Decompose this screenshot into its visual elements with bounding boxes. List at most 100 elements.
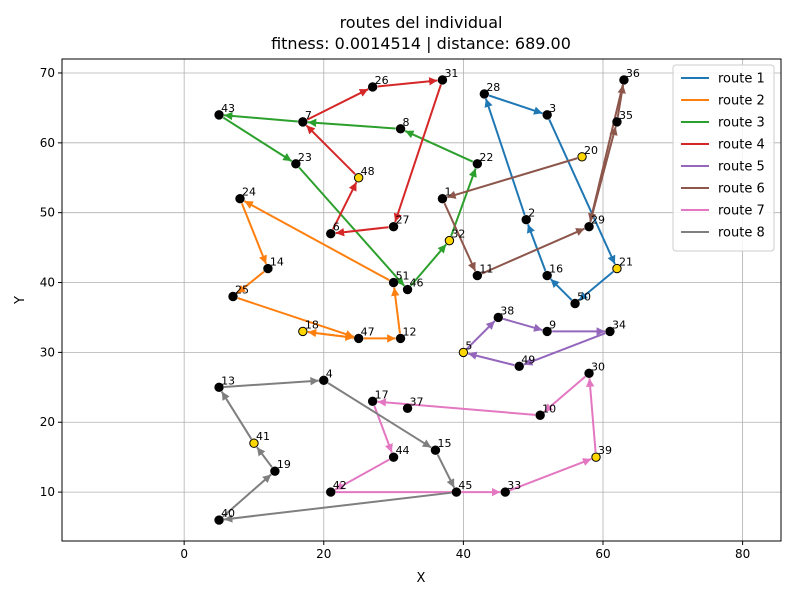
route-edge <box>488 94 543 115</box>
node-label: 6 <box>333 221 340 234</box>
route-edge <box>484 98 526 216</box>
y-tick-label: 70 <box>40 66 55 80</box>
node-point <box>326 487 336 497</box>
node-label: 21 <box>619 256 633 269</box>
axes: 0 20 40 60 80 10 20 30 40 50 60 70 <box>40 58 782 561</box>
node-label: 29 <box>591 214 605 227</box>
node-point <box>584 221 594 232</box>
node-point <box>514 361 524 372</box>
legend-label: route 5 <box>718 160 765 175</box>
node-point <box>535 410 545 420</box>
node-label: 30 <box>591 360 605 373</box>
node-point <box>577 152 587 162</box>
node-label: 38 <box>500 304 514 317</box>
node-point <box>367 82 378 92</box>
node-point <box>584 368 594 379</box>
routes <box>220 77 626 523</box>
node-label: 50 <box>577 290 591 303</box>
route-edge <box>332 181 358 230</box>
route-edge <box>236 270 265 295</box>
route-edge <box>243 200 390 282</box>
route-edge <box>481 227 585 275</box>
node-label: 31 <box>444 67 458 80</box>
legend-box <box>672 64 775 252</box>
y-axis-label: Y <box>13 296 28 305</box>
node-label: 20 <box>584 144 598 157</box>
legend-label: route 6 <box>718 182 765 197</box>
node-point <box>472 159 483 169</box>
route-edge <box>220 391 253 440</box>
node-label: 11 <box>479 263 493 276</box>
node-point <box>605 326 615 337</box>
node-label: 27 <box>396 214 410 227</box>
legend: route 1 route 2 route 3 route 4 route 5 route… <box>672 64 775 252</box>
route-edge <box>298 166 405 287</box>
node-label: 12 <box>403 325 417 338</box>
node-label: 10 <box>542 402 556 415</box>
route-edge <box>256 446 273 468</box>
y-tick-label: 30 <box>40 345 55 359</box>
node-label: 16 <box>549 263 563 276</box>
y-tick-label: 20 <box>40 415 55 429</box>
node-label: 41 <box>256 430 270 443</box>
node-label: 23 <box>298 151 312 164</box>
node-label: 49 <box>521 353 535 366</box>
node-point <box>298 117 308 127</box>
node-label: 36 <box>626 67 640 80</box>
y-tick-label: 50 <box>40 206 55 220</box>
node-point <box>479 89 490 99</box>
node-point <box>542 110 552 120</box>
route-edge <box>307 328 354 339</box>
node-point <box>444 235 455 246</box>
chart-title: routes del individual <box>340 13 503 32</box>
route-edge <box>443 202 477 272</box>
route-edge <box>543 375 586 413</box>
route-edge <box>585 378 597 453</box>
route-edge <box>222 116 293 162</box>
node-point <box>402 284 413 295</box>
node-point <box>542 326 552 337</box>
node-label: 42 <box>333 479 347 492</box>
route-edge <box>502 317 543 332</box>
route-edge <box>578 270 614 302</box>
node-label: 13 <box>221 374 235 387</box>
route-edge <box>436 454 456 489</box>
x-axis-label: X <box>417 571 426 586</box>
chart-subtitle: fitness: 0.0014514 | distance: 689.00 <box>271 34 571 53</box>
node-point <box>521 214 531 225</box>
node-point <box>395 124 406 134</box>
node-point <box>291 159 301 169</box>
legend-label: route 2 <box>718 94 765 109</box>
node-point <box>319 375 329 386</box>
x-tick-label: 20 <box>316 547 331 561</box>
node-label: 7 <box>305 109 312 122</box>
route-edge <box>223 491 452 523</box>
route-edge <box>327 382 432 449</box>
node-point <box>326 228 336 239</box>
node-point <box>214 110 224 120</box>
legend-label: route 8 <box>718 226 765 241</box>
node-point <box>437 194 448 204</box>
x-tick-label: 60 <box>595 547 610 561</box>
node-label: 28 <box>486 81 500 94</box>
node-label: 22 <box>479 151 493 164</box>
node-label: 44 <box>396 444 410 457</box>
x-tick-label: 40 <box>456 547 471 561</box>
route-edge <box>377 77 438 88</box>
y-tick-label: 60 <box>40 136 55 150</box>
node-label: 19 <box>277 458 291 471</box>
route-edge <box>549 278 573 301</box>
node-label: 8 <box>403 116 410 129</box>
route-edge <box>237 297 355 339</box>
node-point <box>388 221 399 232</box>
x-tick-label: 0 <box>180 547 188 561</box>
node-point <box>500 487 510 497</box>
node-label: 45 <box>458 479 472 492</box>
node-point <box>235 194 245 204</box>
node-label: 39 <box>598 444 612 457</box>
nodes <box>214 75 629 525</box>
node-point <box>430 445 441 455</box>
node-point <box>228 291 238 302</box>
legend-label: route 4 <box>718 138 765 153</box>
node-point <box>472 270 483 281</box>
